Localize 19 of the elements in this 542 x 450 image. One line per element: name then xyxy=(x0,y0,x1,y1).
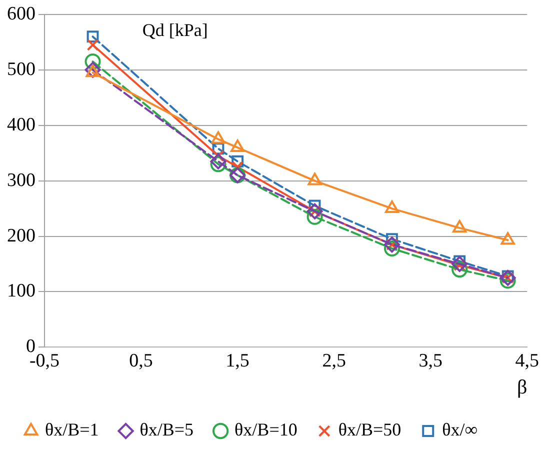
x-axis-title: β xyxy=(516,376,528,398)
legend-label: θx/B=5 xyxy=(140,420,194,440)
y-axis-title: Qd [kPa] xyxy=(142,20,208,40)
y-tick-label: 600 xyxy=(7,3,36,24)
y-tick-label: 500 xyxy=(7,58,36,80)
legend-label: θx/B=50 xyxy=(338,420,402,440)
x-tick-label: 3,5 xyxy=(418,350,442,372)
legend-label: θx/B=1 xyxy=(45,420,99,440)
y-tick-label: 400 xyxy=(7,114,36,136)
x-tick-label: 0,5 xyxy=(129,350,153,372)
x-tick-label: 4,5 xyxy=(515,350,539,372)
legend-label: θx/∞ xyxy=(442,420,478,440)
legend-label: θx/B=10 xyxy=(234,420,298,440)
y-tick-label: 200 xyxy=(7,225,36,246)
y-tick-label: 0 xyxy=(26,336,36,358)
y-tick-label: 100 xyxy=(7,280,36,302)
y-tick-label: 300 xyxy=(7,170,36,191)
x-tick-label: 1,5 xyxy=(226,350,250,372)
x-tick-label: 2,5 xyxy=(322,350,346,372)
